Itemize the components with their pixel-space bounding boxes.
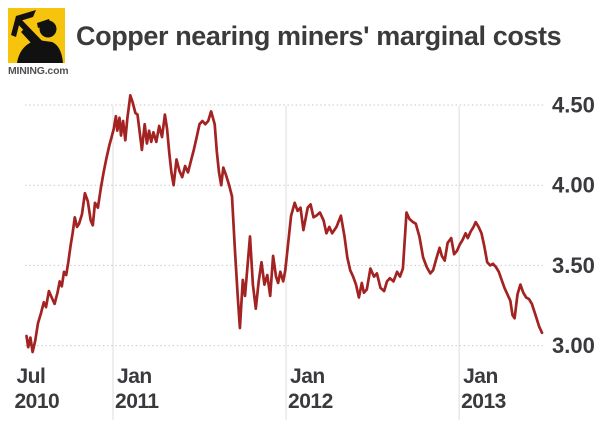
miningcom-logo: MINING.com: [8, 8, 70, 77]
y-axis-label: 3.00: [552, 333, 595, 358]
x-axis-label-year: 2011: [115, 390, 159, 413]
x-axis-label-month: Jan: [290, 365, 325, 388]
x-axis-label-month: Jan: [463, 365, 498, 388]
price-line: [25, 94, 544, 354]
x-axis-label-month: Jan: [117, 365, 152, 388]
x-axis-label-year: 2013: [461, 390, 506, 413]
chart-title: Copper nearing miners' marginal costs: [76, 21, 562, 51]
x-axis-label-year: 2012: [288, 390, 333, 413]
x-axis-label-month: Jul: [17, 365, 46, 388]
y-axis-label: 4.00: [552, 173, 595, 198]
logo-background: [8, 8, 65, 63]
y-axis-label: 4.50: [552, 93, 595, 118]
brand-text: MINING.com: [8, 65, 69, 77]
miner-pickaxe-icon: [11, 10, 63, 63]
x-axis-label-year: 2010: [15, 390, 60, 413]
y-axis-label: 3.50: [552, 253, 595, 278]
